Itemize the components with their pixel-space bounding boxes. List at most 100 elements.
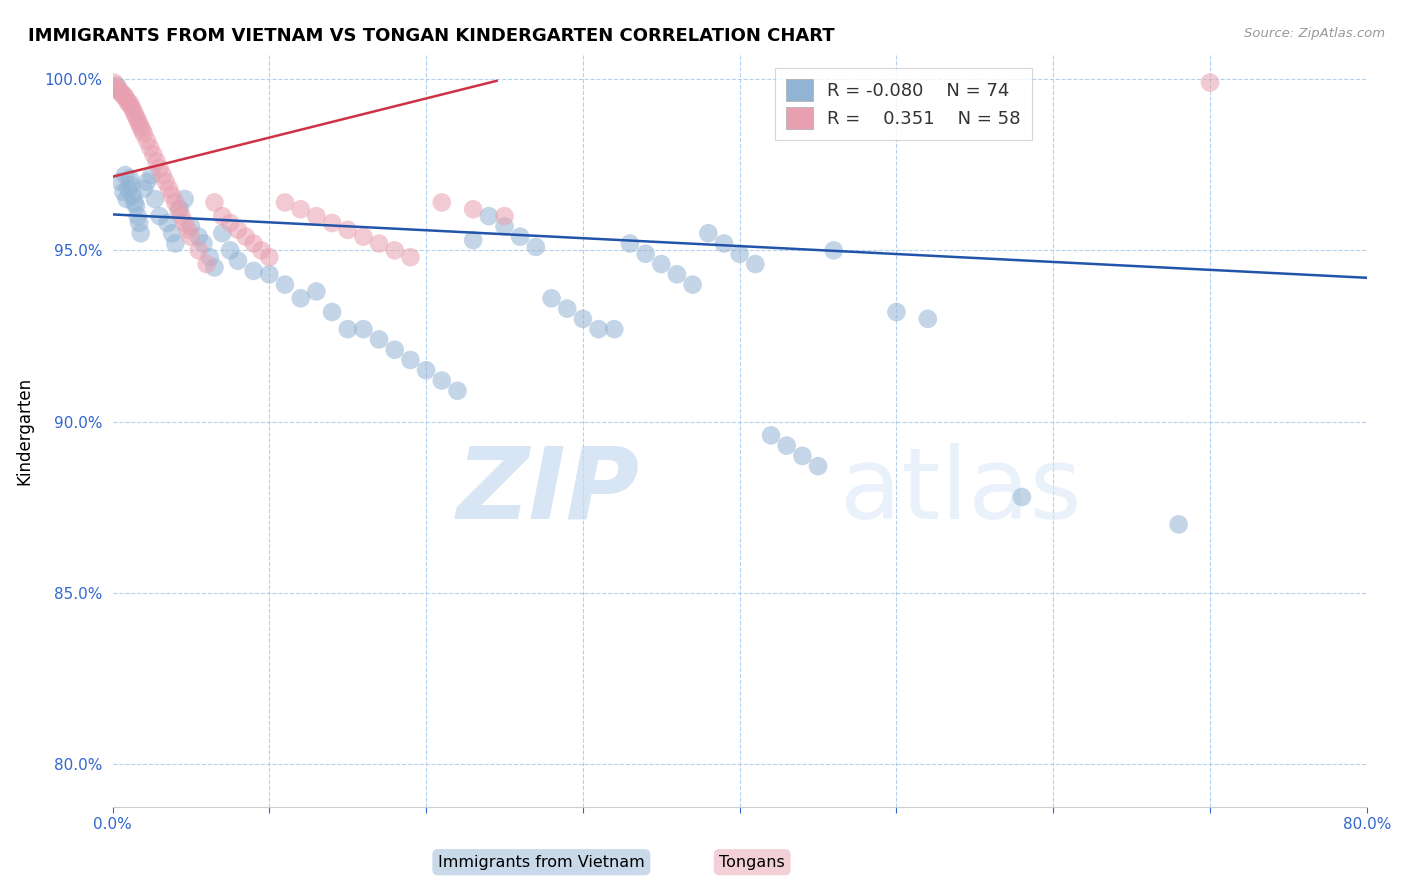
- Point: [290, 291, 312, 305]
- Point: [274, 195, 297, 210]
- Point: [211, 209, 233, 223]
- Point: [148, 161, 170, 176]
- Point: [588, 322, 610, 336]
- Point: [118, 171, 141, 186]
- Y-axis label: Kindergarten: Kindergarten: [15, 377, 32, 485]
- Point: [219, 216, 242, 230]
- Point: [110, 175, 132, 189]
- Point: [399, 353, 422, 368]
- Point: [122, 103, 145, 117]
- Point: [242, 236, 264, 251]
- Point: [572, 311, 595, 326]
- Point: [111, 86, 134, 100]
- Point: [117, 96, 139, 111]
- Text: ZIP: ZIP: [457, 442, 640, 540]
- Point: [336, 322, 359, 336]
- Point: [1199, 76, 1222, 90]
- Point: [173, 192, 195, 206]
- Point: [160, 226, 183, 240]
- Legend: R = -0.080    N = 74, R =    0.351    N = 58: R = -0.080 N = 74, R = 0.351 N = 58: [775, 68, 1032, 140]
- Point: [226, 223, 249, 237]
- Point: [759, 428, 782, 442]
- Point: [136, 134, 159, 148]
- Point: [211, 226, 233, 240]
- Point: [478, 209, 501, 223]
- Point: [115, 93, 138, 107]
- Point: [131, 123, 153, 137]
- Point: [187, 244, 209, 258]
- Point: [105, 78, 128, 93]
- Point: [104, 78, 127, 93]
- Point: [120, 178, 142, 193]
- Point: [167, 202, 190, 217]
- Point: [274, 277, 297, 292]
- Point: [187, 229, 209, 244]
- Point: [165, 236, 187, 251]
- Point: [118, 96, 141, 111]
- Point: [105, 82, 128, 96]
- Point: [728, 247, 751, 261]
- Point: [114, 89, 136, 103]
- Point: [177, 223, 200, 237]
- Point: [124, 195, 146, 210]
- Point: [120, 99, 142, 113]
- Point: [650, 257, 672, 271]
- Point: [219, 244, 242, 258]
- Point: [336, 223, 359, 237]
- Point: [235, 229, 257, 244]
- Point: [682, 277, 704, 292]
- Point: [259, 268, 281, 282]
- Point: [198, 250, 221, 264]
- Point: [155, 175, 177, 189]
- Point: [127, 113, 149, 128]
- Point: [399, 250, 422, 264]
- Point: [173, 216, 195, 230]
- Point: [128, 216, 150, 230]
- Point: [1011, 490, 1033, 504]
- Point: [776, 439, 799, 453]
- Text: Source: ZipAtlas.com: Source: ZipAtlas.com: [1244, 27, 1385, 40]
- Point: [823, 244, 845, 258]
- Point: [290, 202, 312, 217]
- Point: [603, 322, 626, 336]
- Point: [665, 268, 688, 282]
- Point: [204, 195, 226, 210]
- Text: Immigrants from Vietnam: Immigrants from Vietnam: [437, 855, 645, 870]
- Point: [430, 374, 453, 388]
- Point: [384, 244, 406, 258]
- Point: [180, 229, 202, 244]
- Point: [145, 154, 167, 169]
- Point: [132, 127, 155, 141]
- Point: [117, 182, 139, 196]
- Point: [165, 195, 187, 210]
- Point: [115, 192, 138, 206]
- Point: [129, 226, 152, 240]
- Point: [193, 236, 215, 251]
- Text: atlas: atlas: [839, 442, 1081, 540]
- Point: [169, 202, 191, 217]
- Point: [112, 89, 135, 103]
- Point: [125, 110, 148, 124]
- Point: [114, 168, 136, 182]
- Text: IMMIGRANTS FROM VIETNAM VS TONGAN KINDERGARTEN CORRELATION CHART: IMMIGRANTS FROM VIETNAM VS TONGAN KINDER…: [28, 27, 835, 45]
- Point: [125, 199, 148, 213]
- Point: [807, 459, 830, 474]
- Point: [107, 82, 129, 96]
- Point: [494, 209, 516, 223]
- Point: [713, 236, 735, 251]
- Point: [160, 188, 183, 202]
- Point: [259, 250, 281, 264]
- Point: [242, 264, 264, 278]
- Point: [142, 147, 165, 161]
- Point: [321, 305, 343, 319]
- Point: [204, 260, 226, 275]
- Point: [446, 384, 468, 398]
- Point: [180, 219, 202, 234]
- Point: [352, 322, 374, 336]
- Point: [110, 86, 132, 100]
- Point: [124, 106, 146, 120]
- Point: [368, 236, 391, 251]
- Point: [139, 140, 162, 154]
- Point: [226, 253, 249, 268]
- Point: [103, 76, 125, 90]
